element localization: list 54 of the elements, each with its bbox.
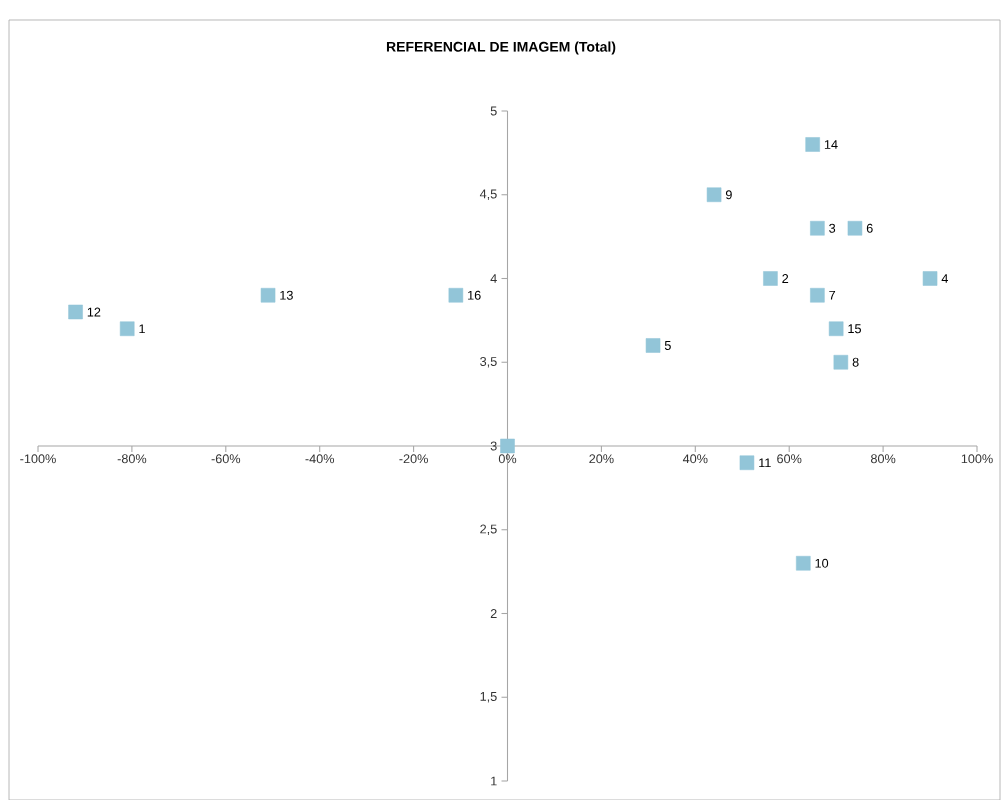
- x-tick-label: -80%: [117, 454, 147, 464]
- point: [68, 304, 83, 320]
- y-tick-label: 1,5: [480, 692, 497, 703]
- annotation: 13: [280, 290, 293, 300]
- y-tick-label: 4: [490, 274, 497, 283]
- point: [828, 321, 844, 337]
- annotation: 9: [725, 190, 732, 200]
- point: [260, 287, 276, 303]
- y-tick-label: 5: [490, 106, 497, 116]
- point: [448, 287, 464, 303]
- y-tick-label: 1: [491, 776, 497, 786]
- x-tick-label: 80%: [870, 454, 896, 464]
- annotation: 15: [848, 324, 861, 334]
- point: [805, 137, 820, 152]
- x-tick-label: 60%: [777, 454, 802, 464]
- y-tick-label: 2,5: [480, 524, 497, 535]
- x-tick-label: 0%: [498, 454, 517, 464]
- annotation: 10: [815, 558, 829, 568]
- y-tick-label: 3: [490, 441, 497, 451]
- x-tick-label: -60%: [211, 454, 241, 464]
- x-tick-label: -20%: [399, 454, 428, 464]
- annotation: 3: [829, 223, 836, 233]
- x-tick-label: -40%: [305, 454, 335, 464]
- annotation: 5: [664, 341, 671, 350]
- annotation: 11: [759, 458, 771, 468]
- annotation: 7: [829, 290, 836, 300]
- point: [500, 438, 515, 454]
- point: [796, 555, 811, 571]
- annotation: 4: [941, 274, 948, 283]
- point: [810, 287, 825, 303]
- annotation: 2: [782, 274, 789, 283]
- point: [847, 220, 863, 236]
- point: [119, 321, 135, 337]
- point: [833, 354, 849, 370]
- annotation: 6: [866, 223, 873, 233]
- point: [763, 271, 778, 286]
- point: [645, 338, 661, 353]
- point: [706, 187, 722, 203]
- x-tick-label: 20%: [589, 454, 614, 464]
- y-tick-label: 2: [490, 609, 497, 618]
- annotation: 1: [139, 324, 145, 334]
- annotation: 14: [824, 140, 838, 149]
- x-tick-label: 40%: [682, 454, 708, 464]
- annotation: 8: [852, 357, 859, 367]
- y-tick-label: 4,5: [479, 189, 497, 200]
- chart-title: REFERENCIAL DE IMAGEM (Total): [386, 41, 616, 55]
- point: [810, 220, 825, 236]
- x-tick-label: 100%: [961, 454, 993, 464]
- point: [922, 271, 938, 286]
- annotation: 16: [468, 290, 481, 300]
- point: [739, 455, 755, 471]
- y-tick-label: 3,5: [480, 357, 497, 368]
- annotation: 12: [87, 307, 101, 317]
- x-tick-label: -100%: [20, 454, 56, 464]
